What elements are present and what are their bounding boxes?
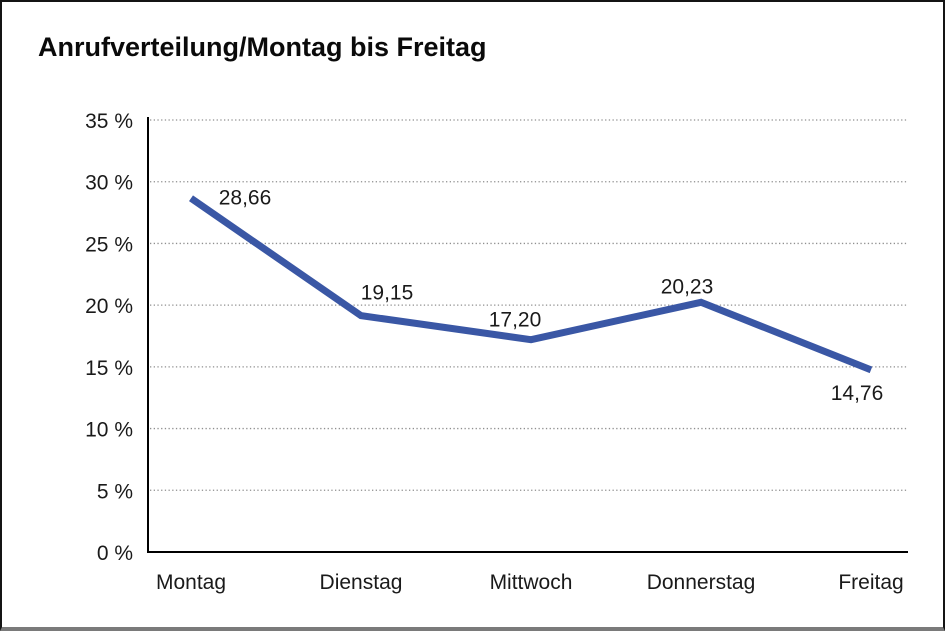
data-value-label: 17,20 bbox=[489, 309, 542, 332]
chart-title: Anrufverteilung/Montag bis Freitag bbox=[38, 32, 487, 62]
y-tick-label: 30 % bbox=[85, 172, 133, 195]
y-tick-label: 5 % bbox=[97, 480, 133, 503]
x-category-label: Freitag bbox=[838, 571, 903, 594]
y-tick-label: 0 % bbox=[97, 542, 133, 565]
y-tick-label: 25 % bbox=[85, 233, 133, 256]
x-category-label: Montag bbox=[156, 571, 226, 594]
x-category-label: Dienstag bbox=[320, 571, 403, 594]
y-tick-label: 35 % bbox=[85, 110, 133, 133]
x-category-label: Mittwoch bbox=[490, 571, 573, 594]
y-tick-label: 10 % bbox=[85, 419, 133, 442]
data-value-label: 14,76 bbox=[831, 382, 884, 405]
data-value-label: 28,66 bbox=[219, 186, 272, 209]
y-tick-label: 15 % bbox=[85, 357, 133, 380]
series-line bbox=[189, 195, 873, 374]
y-tick-label: 20 % bbox=[85, 295, 133, 318]
x-category-label: Donnerstag bbox=[647, 571, 756, 594]
data-value-label: 19,15 bbox=[361, 282, 414, 305]
data-value-label: 20,23 bbox=[661, 275, 714, 298]
